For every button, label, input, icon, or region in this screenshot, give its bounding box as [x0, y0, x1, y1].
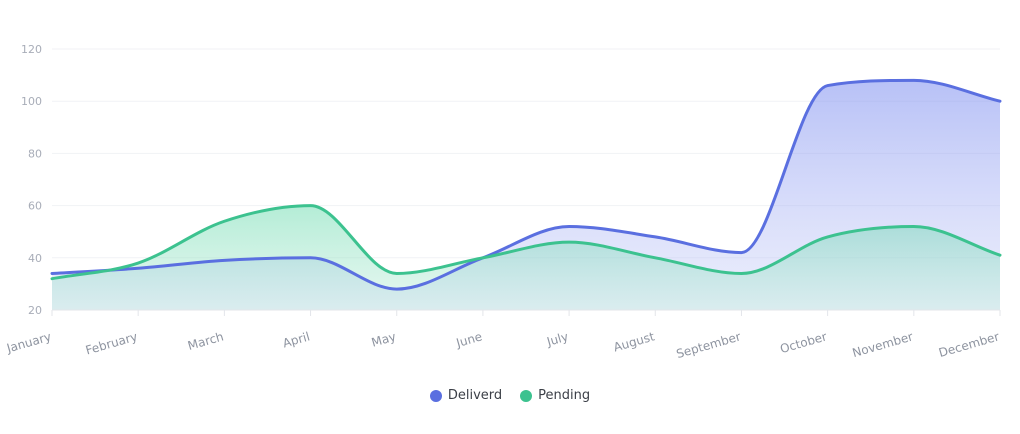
x-tick-label: June — [454, 329, 484, 350]
series-line-delivered[interactable] — [50, 78, 1002, 291]
x-tick-label: March — [186, 329, 225, 353]
data-point-delivered[interactable] — [651, 233, 659, 241]
data-point-delivered[interactable] — [996, 97, 1004, 105]
line-layer — [48, 76, 1004, 293]
series-area-pending — [52, 205, 1000, 310]
data-point-delivered[interactable] — [737, 249, 745, 257]
x-tick-label: April — [281, 329, 311, 350]
data-point-pending[interactable] — [307, 202, 315, 210]
data-point-delivered[interactable] — [393, 285, 401, 293]
y-tick-label: 100 — [21, 95, 42, 108]
y-tick-label: 80 — [28, 147, 42, 160]
legend-marker-pending — [520, 389, 533, 402]
legend-label-delivered: Deliverd — [447, 388, 503, 403]
y-tick-label: 60 — [28, 200, 42, 213]
data-point-pending[interactable] — [910, 222, 918, 230]
data-point-pending[interactable] — [48, 275, 56, 283]
data-point-pending[interactable] — [824, 233, 832, 241]
data-point-delivered[interactable] — [824, 82, 832, 90]
data-point-pending[interactable] — [479, 254, 487, 262]
area-chart: 20 40 60 80 100 120 January February March April M… — [4, 43, 1004, 361]
data-point-pending[interactable] — [651, 254, 659, 262]
data-point-delivered[interactable] — [307, 254, 315, 262]
legend-marker-delivered — [429, 389, 442, 402]
data-point-pending[interactable] — [737, 269, 745, 277]
y-tick-label: 20 — [28, 304, 42, 317]
x-tick-label: August — [612, 329, 657, 354]
x-tick-label: January — [4, 329, 53, 355]
x-tick-label: December — [937, 329, 1001, 360]
data-point-pending[interactable] — [393, 269, 401, 277]
y-tick-label: 40 — [28, 252, 42, 265]
series-line-pending[interactable] — [50, 204, 1002, 281]
data-point-pending[interactable] — [996, 251, 1004, 259]
data-point-delivered[interactable] — [565, 222, 573, 230]
area-layer — [52, 80, 1000, 310]
y-tick-label: 120 — [21, 43, 42, 56]
legend-item-delivered[interactable]: Deliverd — [429, 388, 503, 403]
data-point-delivered[interactable] — [910, 76, 918, 84]
legend: Deliverd Pending — [0, 388, 1020, 403]
legend-item-pending[interactable]: Pending — [520, 388, 590, 403]
data-point-pending[interactable] — [220, 217, 228, 225]
data-point-delivered[interactable] — [220, 256, 228, 264]
x-tick-label: July — [544, 329, 570, 349]
x-tick-label: May — [370, 329, 398, 349]
x-tick-label: February — [84, 329, 139, 357]
x-tick-label: October — [778, 329, 828, 356]
legend-label-pending: Pending — [538, 388, 591, 403]
x-tick-label: November — [851, 329, 915, 360]
series-area-delivered — [52, 80, 1000, 310]
data-point-pending[interactable] — [565, 238, 573, 246]
data-point-pending[interactable] — [134, 259, 142, 267]
x-tick-label: September — [675, 329, 743, 361]
